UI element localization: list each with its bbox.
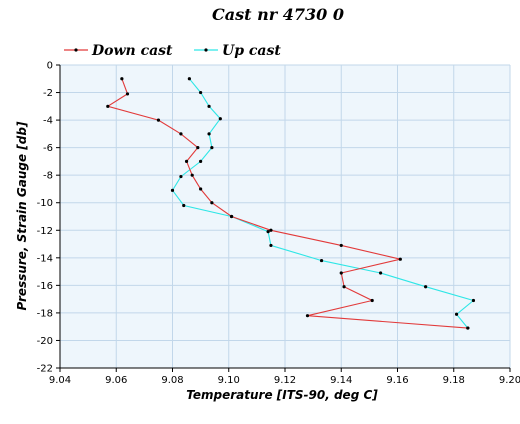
y-tick-label: -16: [37, 281, 53, 292]
legend: Down cast Up cast: [64, 43, 281, 59]
data-point-down-cast: [398, 257, 402, 261]
x-tick-label: 9.16: [386, 375, 408, 386]
legend-label-up-cast: Up cast: [222, 43, 281, 59]
data-point-up-cast: [199, 90, 203, 95]
data-point-up-cast: [210, 146, 214, 150]
data-point-down-cast: [339, 271, 343, 275]
data-point-down-cast: [370, 298, 374, 303]
x-tick-label: 9.18: [443, 375, 465, 386]
data-point-up-cast: [266, 230, 270, 234]
data-point-down-cast: [179, 132, 183, 136]
y-tick-label: 0: [47, 61, 53, 72]
y-tick-label: -14: [37, 253, 53, 264]
y-tick-label: -2: [43, 88, 53, 99]
data-point-up-cast: [207, 132, 211, 136]
y-tick-label: -6: [43, 143, 53, 154]
series-up-cast: [170, 77, 476, 330]
x-tick-label: 9.20: [499, 375, 520, 386]
y-tick-label: -4: [43, 116, 53, 127]
x-tick-label: 9.14: [330, 375, 352, 386]
data-point-down-cast: [229, 214, 234, 219]
data-point-down-cast: [305, 314, 310, 318]
data-point-down-cast: [106, 104, 110, 108]
data-point-down-cast: [269, 228, 273, 232]
x-tick-label: 9.08: [161, 375, 183, 386]
y-tick-label: -20: [37, 336, 53, 347]
y-tick-label: -10: [37, 198, 53, 209]
data-point-up-cast: [218, 117, 222, 121]
data-point-down-cast: [199, 187, 203, 191]
y-tick-label: -8: [43, 171, 53, 182]
data-point-down-cast: [466, 326, 470, 330]
data-point-up-cast: [207, 104, 211, 108]
axes: 9.04 9.06 9.08 9.10 9.12 9.14 9.16 9.18 9.20 0 -2 -…: [37, 61, 520, 387]
y-axis-label: Pressure, Strain Gauge [db]: [15, 121, 29, 310]
y-tick-label: -22: [37, 364, 53, 375]
data-point-down-cast: [210, 201, 214, 205]
legend-marker-up-cast: [204, 48, 208, 52]
data-point-up-cast: [471, 298, 476, 303]
data-point-up-cast: [424, 285, 428, 289]
x-tick-label: 9.12: [274, 375, 296, 386]
data-point-down-cast: [125, 92, 130, 96]
data-point-up-cast: [182, 203, 186, 208]
data-point-up-cast: [379, 271, 383, 275]
legend-label-down-cast: Down cast: [91, 43, 173, 59]
data-point-up-cast: [187, 77, 191, 81]
y-tick-label: -12: [37, 226, 53, 237]
data-point-up-cast: [170, 188, 175, 192]
data-point-down-cast: [196, 146, 200, 150]
data-point-down-cast: [342, 285, 346, 289]
x-tick-label: 9.06: [105, 375, 127, 386]
y-tick-label: -18: [37, 308, 53, 319]
data-point-up-cast: [199, 159, 203, 164]
series-down-cast: [106, 77, 470, 330]
data-point-down-cast: [190, 173, 194, 177]
data-point-down-cast: [184, 159, 189, 164]
chart-title: Cast nr 4730 0: [212, 5, 344, 24]
legend-item-up-cast: Up cast: [194, 43, 281, 59]
x-tick-label: 9.04: [49, 375, 71, 386]
data-point-up-cast: [269, 243, 273, 248]
series-layer: [106, 77, 476, 330]
data-point-up-cast: [319, 258, 324, 263]
legend-marker-down-cast: [74, 48, 78, 52]
data-point-down-cast: [339, 243, 343, 248]
x-tick-label: 9.10: [218, 375, 240, 386]
data-point-up-cast: [454, 312, 459, 316]
data-point-up-cast: [179, 174, 183, 179]
grid-lines: [59, 64, 511, 369]
data-point-down-cast: [156, 118, 161, 122]
x-axis-label: Temperature [ITS-90, deg C]: [186, 388, 378, 402]
legend-item-down-cast: Down cast: [64, 43, 173, 59]
data-point-down-cast: [120, 77, 124, 81]
